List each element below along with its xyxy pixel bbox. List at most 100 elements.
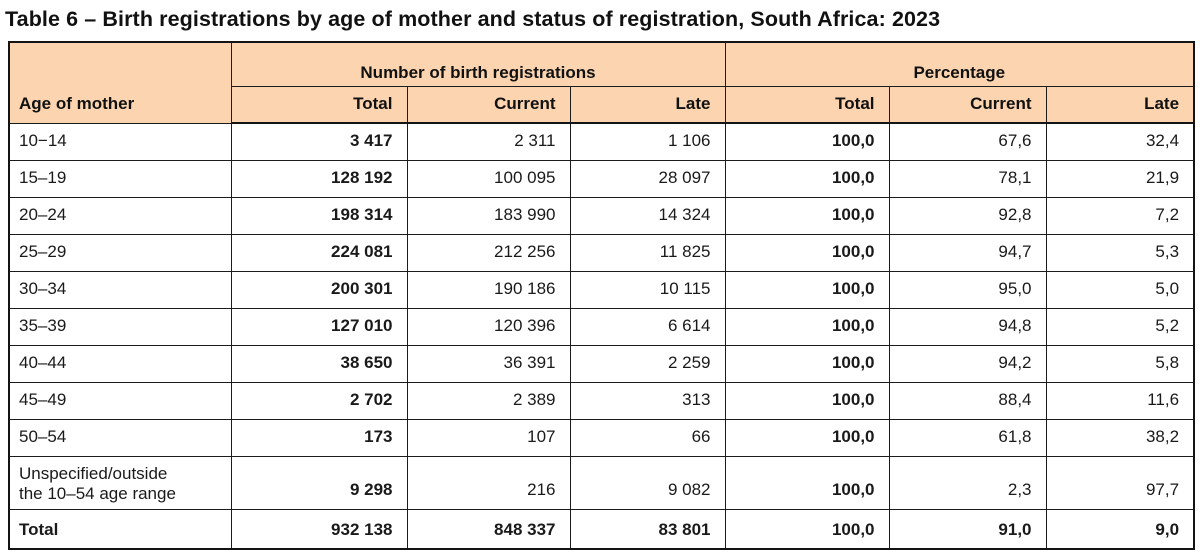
pct-late-cell: 7,2	[1045, 196, 1195, 235]
age-label-line1: Unspecified/outside	[19, 464, 168, 484]
num-total-cell: 9 298	[230, 455, 408, 510]
num-late-cell: 14 324	[569, 196, 726, 235]
age-label-line2: the 10–54 age range	[19, 483, 176, 503]
table-row-40-44: 40–44 38 650 36 391 2 259 100,0 94,2 5,8	[8, 344, 1195, 383]
pct-late-cell: 5,0	[1045, 270, 1195, 309]
num-late-cell: 6 614	[569, 307, 726, 346]
pct-total-cell: 100,0	[724, 508, 890, 550]
pct-current-cell: 78,1	[888, 159, 1047, 198]
num-current-cell: 120 396	[406, 307, 571, 346]
table-row-20-24: 20–24 198 314 183 990 14 324 100,0 92,8 …	[8, 196, 1195, 235]
age-label: 25–29	[8, 233, 232, 272]
table-row-30-34: 30–34 200 301 190 186 10 115 100,0 95,0 …	[8, 270, 1195, 309]
group-header-row: Age of mother Number of birth registrati…	[8, 41, 1195, 124]
group-header-number: Number of birth registrations	[230, 41, 726, 87]
pct-total-cell: 100,0	[724, 344, 890, 383]
num-total-cell: 173	[230, 418, 408, 457]
num-total-cell: 224 081	[230, 233, 408, 272]
age-label: 40–44	[8, 344, 232, 383]
group-header-percentage: Percentage	[724, 41, 1195, 87]
age-label: 50–54	[8, 418, 232, 457]
column-header-num-total: Total	[230, 85, 408, 124]
pct-current-cell: 61,8	[888, 418, 1047, 457]
pct-late-cell: 5,3	[1045, 233, 1195, 272]
table-row-50-54: 50–54 173 107 66 100,0 61,8 38,2	[8, 418, 1195, 457]
pct-total-cell: 100,0	[724, 122, 890, 161]
pct-total-cell: 100,0	[724, 418, 890, 457]
num-current-cell: 216	[406, 455, 571, 510]
pct-late-cell: 38,2	[1045, 418, 1195, 457]
pct-total-cell: 100,0	[724, 196, 890, 235]
num-total-cell: 198 314	[230, 196, 408, 235]
pct-current-cell: 2,3	[888, 455, 1047, 510]
num-late-cell: 313	[569, 381, 726, 420]
pct-total-cell: 100,0	[724, 455, 890, 510]
num-late-cell: 1 106	[569, 122, 726, 161]
table-title: Table 6 – Birth registrations by age of …	[5, 7, 941, 31]
table-row-25-29: 25–29 224 081 212 256 11 825 100,0 94,7 …	[8, 233, 1195, 272]
column-header-pct-total: Total	[724, 85, 890, 124]
num-current-cell: 212 256	[406, 233, 571, 272]
pct-total-cell: 100,0	[724, 159, 890, 198]
pct-current-cell: 94,8	[888, 307, 1047, 346]
num-late-cell: 2 259	[569, 344, 726, 383]
age-label: 20–24	[8, 196, 232, 235]
num-total-cell: 932 138	[230, 508, 408, 550]
column-header-row: Total Current Late Total Current Late	[9, 85, 1195, 124]
table-row-unspecified: Unspecified/outside the 10–54 age range …	[8, 455, 1195, 510]
pct-late-cell: 21,9	[1045, 159, 1195, 198]
pct-late-cell: 11,6	[1045, 381, 1195, 420]
table-row-total: Total 932 138 848 337 83 801 100,0 91,0 …	[8, 508, 1195, 550]
column-header-pct-late: Late	[1045, 85, 1195, 124]
pct-total-cell: 100,0	[724, 381, 890, 420]
num-total-cell: 200 301	[230, 270, 408, 309]
age-label: Unspecified/outside the 10–54 age range	[8, 455, 232, 510]
pct-late-cell: 5,8	[1045, 344, 1195, 383]
num-current-cell: 107	[406, 418, 571, 457]
pct-current-cell: 92,8	[888, 196, 1047, 235]
num-current-cell: 183 990	[406, 196, 571, 235]
pct-late-cell: 32,4	[1045, 122, 1195, 161]
num-late-cell: 66	[569, 418, 726, 457]
column-header-pct-current: Current	[888, 85, 1047, 124]
pct-total-cell: 100,0	[724, 233, 890, 272]
num-late-cell: 9 082	[569, 455, 726, 510]
corner-header-age-of-mother: Age of mother	[8, 41, 232, 124]
birth-registrations-table: Age of mother Number of birth registrati…	[8, 41, 1196, 550]
num-current-cell: 100 095	[406, 159, 571, 198]
age-label: 30–34	[8, 270, 232, 309]
age-label: 15–19	[8, 159, 232, 198]
column-header-num-late: Late	[569, 85, 726, 124]
num-current-cell: 36 391	[406, 344, 571, 383]
pct-current-cell: 95,0	[888, 270, 1047, 309]
num-current-cell: 848 337	[406, 508, 571, 550]
pct-late-cell: 5,2	[1045, 307, 1195, 346]
table-row-15-19: 15–19 128 192 100 095 28 097 100,0 78,1 …	[8, 159, 1195, 198]
num-late-cell: 11 825	[569, 233, 726, 272]
pct-current-cell: 94,7	[888, 233, 1047, 272]
column-header-num-current: Current	[406, 85, 571, 124]
age-label: 45–49	[8, 381, 232, 420]
num-current-cell: 2 389	[406, 381, 571, 420]
pct-total-cell: 100,0	[724, 307, 890, 346]
num-current-cell: 2 311	[406, 122, 571, 161]
num-total-cell: 2 702	[230, 381, 408, 420]
num-total-cell: 127 010	[230, 307, 408, 346]
num-late-cell: 10 115	[569, 270, 726, 309]
age-label: 10−14	[8, 122, 232, 161]
num-current-cell: 190 186	[406, 270, 571, 309]
pct-current-cell: 67,6	[888, 122, 1047, 161]
num-total-cell: 38 650	[230, 344, 408, 383]
num-late-cell: 83 801	[569, 508, 726, 550]
age-label: 35–39	[8, 307, 232, 346]
table-row-35-39: 35–39 127 010 120 396 6 614 100,0 94,8 5…	[8, 307, 1195, 346]
table-row-10-14: 10−14 3 417 2 311 1 106 100,0 67,6 32,4	[8, 122, 1195, 161]
pct-current-cell: 94,2	[888, 344, 1047, 383]
age-label: Total	[8, 508, 232, 550]
num-total-cell: 128 192	[230, 159, 408, 198]
table-row-45-49: 45–49 2 702 2 389 313 100,0 88,4 11,6	[8, 381, 1195, 420]
pct-total-cell: 100,0	[724, 270, 890, 309]
pct-current-cell: 91,0	[888, 508, 1047, 550]
num-total-cell: 3 417	[230, 122, 408, 161]
